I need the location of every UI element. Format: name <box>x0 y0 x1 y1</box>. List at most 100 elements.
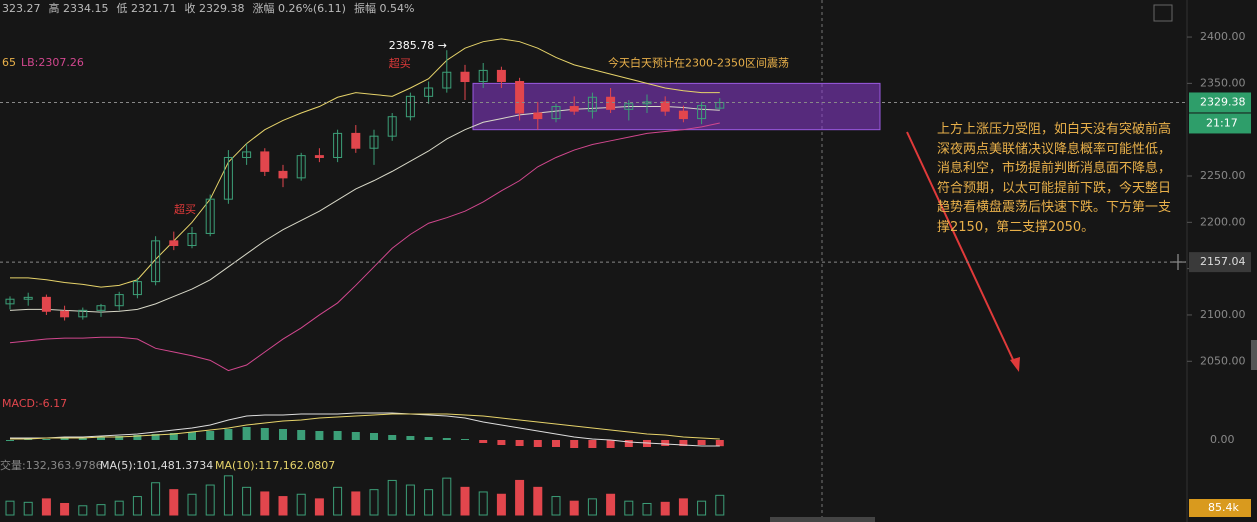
arrow <box>906 131 1017 367</box>
y-tick-label: 2350.00 <box>1200 76 1246 89</box>
fullscreen-icon[interactable] <box>1153 4 1173 22</box>
candle-body <box>369 135 379 149</box>
last-price: 2329.38 <box>1200 95 1246 108</box>
volume-bar <box>151 482 161 516</box>
candle-body <box>697 105 707 120</box>
candle-body <box>405 95 415 118</box>
volume-bar <box>278 496 288 516</box>
candle-body <box>314 155 324 158</box>
volume-bar <box>424 489 434 516</box>
volume-bar <box>496 493 506 516</box>
macd-label: MACD:-6.17 <box>2 397 67 410</box>
candle-body <box>551 106 561 120</box>
macd-bar <box>60 438 69 440</box>
candle-body <box>351 132 361 149</box>
crosshair-price: 2157.04 <box>1200 255 1246 268</box>
volume-bar <box>205 484 215 516</box>
volume-bar <box>333 486 343 516</box>
volume-last: 85.4k <box>1208 501 1239 514</box>
macd-bar <box>206 431 215 440</box>
candle-body <box>60 310 70 318</box>
candle-body <box>442 71 452 89</box>
macd-bar <box>624 440 633 447</box>
volume-bar <box>660 501 670 516</box>
band-line <box>9 122 720 372</box>
macd-bar <box>515 440 524 446</box>
arrow-head <box>1010 357 1020 372</box>
y-tick-label: 2200.00 <box>1200 215 1246 228</box>
macd-bar <box>424 437 433 440</box>
macd-bar <box>133 435 142 440</box>
scrollbar[interactable] <box>770 517 875 522</box>
candle-body <box>496 69 506 83</box>
candle-body <box>114 294 124 307</box>
macd-bar <box>406 436 415 440</box>
candle-body <box>424 87 434 97</box>
candle-body <box>223 156 233 200</box>
volume-bar <box>187 493 197 516</box>
candle-body <box>23 296 33 300</box>
candle-body <box>333 132 343 158</box>
macd-bar <box>715 440 724 447</box>
volume-bar <box>678 498 688 516</box>
volume-bar <box>569 500 579 516</box>
candle-body <box>478 69 488 83</box>
macd-bar <box>260 428 269 440</box>
candle-body <box>278 170 288 179</box>
candle-body <box>5 298 15 305</box>
header-item: 振幅 0.54% <box>354 1 414 15</box>
crosshair-tag <box>1189 252 1251 273</box>
macd-bar <box>370 433 378 440</box>
macd-bar <box>97 437 105 440</box>
volume-bar <box>587 498 597 516</box>
macd-bar <box>606 440 615 448</box>
last-price-tag <box>1189 92 1251 113</box>
volume-tag <box>1189 499 1251 517</box>
volume-bar <box>442 477 452 516</box>
volume-bar <box>5 500 15 516</box>
volume-bar <box>242 486 252 516</box>
range-box <box>472 82 881 131</box>
volume-bar <box>478 491 488 516</box>
candle-body <box>187 232 197 246</box>
volume-bar <box>606 493 616 516</box>
volume-bar <box>624 500 634 516</box>
macd-bar <box>552 440 560 447</box>
y-tick-label: 2100.00 <box>1200 308 1246 321</box>
volume-bar <box>78 505 88 516</box>
note-line: 撑2150，第二支撑2050。 <box>937 219 1095 235</box>
macd-bar <box>188 432 196 440</box>
candle-body <box>533 112 543 120</box>
macd-bar <box>151 434 160 440</box>
macd-bar <box>388 435 397 440</box>
volume-bar <box>260 491 270 516</box>
macd-bar <box>6 440 14 441</box>
candle-body <box>96 305 106 311</box>
header-item: 低 2321.71 <box>116 2 176 15</box>
volume-bar <box>96 504 106 516</box>
band-line <box>9 106 720 313</box>
volume-bar <box>114 500 124 516</box>
candle-body <box>660 101 670 112</box>
macd-bar <box>78 438 87 440</box>
candle-body <box>260 151 270 172</box>
note-line: 符合预期，以太可能提前下跌，今天整日 <box>937 180 1172 196</box>
candle-body <box>460 71 470 83</box>
macd-bar <box>497 440 506 445</box>
macd-line <box>10 412 720 447</box>
overbought-label: 超买 <box>174 202 196 216</box>
candle-body <box>205 198 215 234</box>
candle-body <box>606 96 616 110</box>
macd-bar <box>533 440 542 447</box>
side-handle[interactable] <box>1251 340 1257 370</box>
volume-bar <box>697 500 707 516</box>
volume-bar <box>460 486 470 516</box>
macd-bar <box>461 439 469 440</box>
macd-bar <box>442 438 451 440</box>
macd-bar <box>351 432 360 440</box>
macd-bar <box>570 440 579 448</box>
volume-bar <box>60 502 70 516</box>
macd-bar <box>279 429 287 440</box>
volume-bar <box>23 501 33 516</box>
